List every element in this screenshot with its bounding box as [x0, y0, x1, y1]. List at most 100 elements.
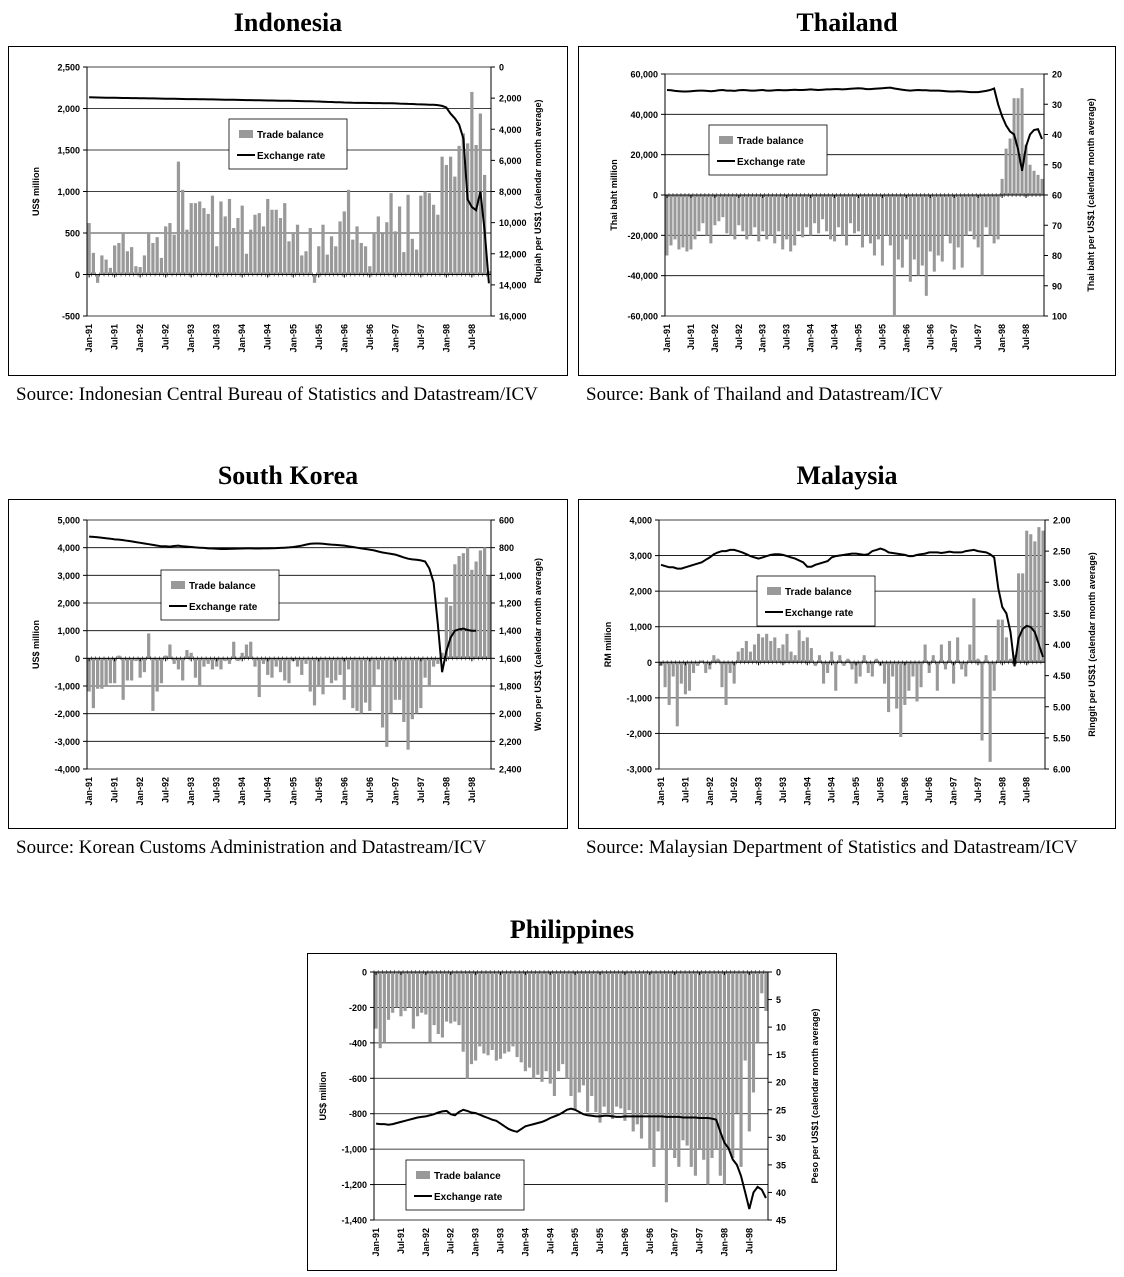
y2-tick-label: 10: [776, 1023, 786, 1033]
y-tick-label: -200: [349, 1003, 367, 1013]
trade-balance-bar: [826, 662, 830, 673]
trade-balance-bar: [1028, 164, 1032, 195]
y2-tick-label: 2,000: [499, 94, 522, 104]
trade-balance-bar: [181, 658, 185, 681]
trade-balance-bar: [1036, 174, 1040, 195]
y2-tick-label: 800: [499, 543, 514, 553]
trade-balance-bar: [677, 972, 681, 1167]
trade-balance-bar: [406, 658, 410, 750]
trade-balance-bar: [108, 267, 113, 275]
trade-balance-bar: [956, 637, 960, 663]
trade-balance-bar: [100, 255, 104, 275]
trade-balance-bar: [870, 662, 874, 677]
trade-balance-bar: [368, 658, 372, 711]
trade-balance-bar: [393, 231, 397, 275]
trade-balance-bar: [874, 658, 878, 663]
trade-balance-bar: [453, 176, 457, 275]
trade-balance-bar: [397, 658, 402, 700]
trade-balance-bar: [312, 274, 317, 283]
trade-balance-bar: [474, 561, 478, 659]
exchange-rate-line: [375, 1107, 767, 1210]
trade-balance-bar: [685, 972, 689, 1146]
y2-tick-label: 600: [499, 516, 514, 526]
chart-svg: -60,000 -40,000 -20,000 0 20,000 40,000 60,000…: [609, 70, 1096, 353]
trade-balance-bar: [627, 972, 631, 1111]
trade-balance-bar: [419, 195, 423, 275]
legend-bar-swatch: [239, 130, 253, 138]
trade-balance-bar: [378, 972, 382, 1049]
trade-balance-bar: [185, 650, 189, 659]
x-tick-label: Jan-96: [620, 1228, 630, 1257]
y-tick-label: -40,000: [627, 271, 658, 281]
trade-balance-bar: [590, 972, 594, 1096]
x-tick-label: Jul-92: [161, 324, 171, 350]
x-tick-label: Jan-93: [471, 1228, 481, 1257]
trade-balance-bar: [903, 662, 907, 705]
trade-balance-bar: [907, 662, 911, 691]
x-tick-label: Jan-95: [851, 777, 861, 806]
y2-tick-label: 20: [776, 1078, 786, 1088]
trade-balance-bar: [725, 195, 729, 234]
x-tick-label: Jul-95: [314, 777, 324, 803]
trade-balance-bar: [876, 195, 880, 240]
trade-balance-bar: [457, 145, 461, 275]
trade-balance-bar: [700, 660, 704, 663]
y2-tick-label: 6.00: [1053, 765, 1071, 775]
trade-balance-bar: [329, 236, 334, 275]
x-tick-label: Jul-96: [645, 1228, 655, 1254]
trade-balance-bar: [996, 195, 1000, 240]
trade-balance-bar: [338, 221, 342, 275]
trade-balance-bar: [448, 156, 453, 275]
trade-balance-bar: [984, 655, 988, 663]
trade-balance-bar: [457, 555, 461, 659]
legend: Trade balance Exchange rate: [405, 1159, 525, 1211]
trade-balance-bar: [1024, 144, 1028, 195]
y2-tick-label: 20: [1052, 70, 1062, 80]
y2-tick-label: 100: [1052, 312, 1067, 322]
trade-balance-bar: [440, 972, 445, 1038]
legend-bar-swatch: [767, 587, 781, 595]
x-tick-label: Jan-92: [135, 777, 145, 806]
y2-axis-label: Rupiah per US$1 (calendar month average): [533, 99, 543, 283]
chart-svg: -500 0 500 1,000 1,500 2,000 2,500 0 2,000 4,000 6…: [31, 63, 543, 353]
trade-balance-bar: [244, 644, 249, 659]
trade-balance-bar: [606, 972, 610, 1114]
trade-balance-bar: [376, 216, 380, 275]
legend-label-exchange-rate: Exchange rate: [257, 151, 326, 162]
trade-balance-bar: [210, 658, 215, 670]
trade-balance-bar: [581, 972, 586, 1086]
legend-bar-swatch: [171, 581, 185, 589]
trade-balance-bar: [675, 662, 679, 727]
trade-balance-bar: [850, 662, 854, 670]
trade-balance-bar: [147, 633, 151, 659]
trade-balance-bar: [765, 195, 769, 240]
trade-balance-bar: [113, 658, 117, 684]
trade-balance-bar: [947, 640, 952, 663]
trade-balance-bar: [761, 637, 765, 663]
trade-balance-bar: [470, 91, 474, 275]
x-tick-label: Jan-98: [441, 777, 451, 806]
y2-tick-label: 4,000: [499, 125, 522, 135]
legend-bar-swatch: [416, 1171, 430, 1179]
y2-tick-label: 15: [776, 1050, 786, 1060]
trade-balance-bar: [274, 209, 278, 275]
trade-balance-bar: [919, 662, 923, 688]
y2-tick-label: 3.50: [1053, 609, 1071, 619]
trade-balance-bar: [1029, 534, 1033, 663]
trade-balance-bar: [176, 658, 181, 670]
trade-balance-bar: [679, 662, 683, 684]
trade-balance-bar: [817, 195, 821, 234]
y2-tick-label: 90: [1052, 281, 1062, 291]
trade-balance-bar: [729, 195, 733, 236]
trade-balance-bar: [155, 237, 159, 275]
trade-balance-bar: [393, 658, 397, 700]
y2-tick-label: 25: [776, 1105, 786, 1115]
trade-balance-bar: [206, 213, 210, 275]
trade-balance-bar: [697, 972, 702, 1150]
trade-balance-bar: [457, 972, 461, 1026]
trade-balance-bar: [355, 658, 359, 711]
trade-balance-bar: [527, 972, 532, 1068]
trade-balance-bar: [809, 648, 813, 663]
trade-balance-bar: [936, 195, 940, 256]
legend-box: [405, 1159, 525, 1211]
